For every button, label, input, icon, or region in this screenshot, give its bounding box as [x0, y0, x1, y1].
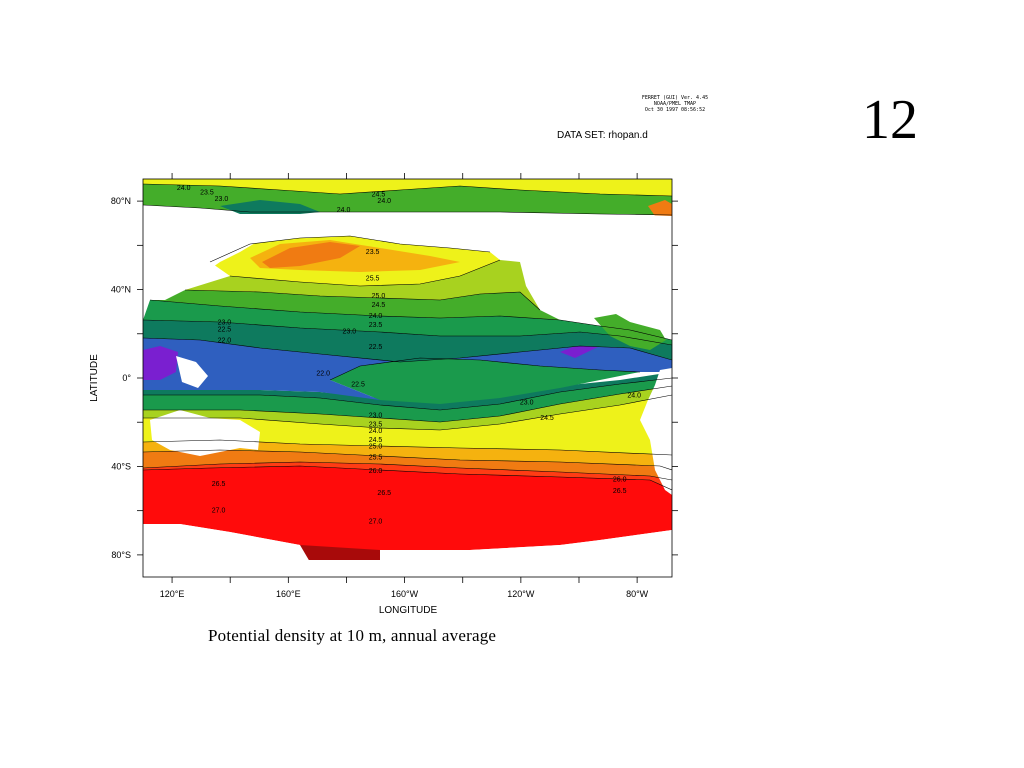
density-band-yellow-green-south — [143, 386, 672, 430]
contour-label: 22.0 — [316, 371, 330, 378]
ferret-stamp-line: NOAA/PMEL TMAP — [653, 101, 697, 107]
contour-label: 23.0 — [215, 196, 229, 203]
y-axis-title: LATITUDE — [89, 354, 100, 402]
contour-line — [143, 449, 672, 471]
contour-label: 24.0 — [177, 185, 191, 192]
contour-label: 24.0 — [369, 428, 383, 435]
contour-label: 26.5 — [377, 490, 391, 497]
land-antarctica — [143, 524, 672, 577]
contour-label: 27.0 — [369, 519, 383, 526]
contour-label: 25.0 — [369, 444, 383, 451]
contour-label: 24.0 — [377, 198, 391, 205]
density-band-orange-yellow — [143, 440, 672, 470]
contour-label: 23.5 — [366, 249, 380, 256]
density-band-red-orange — [143, 462, 672, 490]
density-band-blue — [143, 338, 672, 400]
contour-line — [229, 259, 501, 287]
slide-number: 12 — [862, 89, 918, 151]
contour-label: 24.0 — [369, 313, 383, 320]
land-australia — [150, 410, 260, 456]
contour-label: 23.0 — [369, 413, 383, 420]
contour-label: 22.5 — [369, 344, 383, 351]
contour-label: 22.5 — [218, 326, 232, 333]
axis-tick-labels: 120°E 160°E 160°W 120°W 80°W 80°N 40°N 0° 40°S 80… — [111, 196, 649, 599]
density-band-dark-green-north — [143, 320, 672, 362]
land-indonesia — [176, 356, 208, 388]
x-tick-label: 160°W — [391, 589, 419, 599]
contour-line — [329, 357, 641, 381]
density-band-arctic-yellow — [143, 179, 672, 196]
contour-label: 26.0 — [613, 477, 627, 484]
y-tick-label: 80°S — [111, 550, 131, 560]
density-band-gulf-orange — [648, 200, 672, 216]
contour-line — [143, 377, 672, 411]
contour-label: 25.0 — [372, 293, 386, 300]
x-axis-title: LONGITUDE — [379, 605, 438, 616]
contour-line — [143, 439, 672, 456]
x-tick-label: 160°E — [276, 589, 301, 599]
y-tick-label: 80°N — [111, 196, 131, 206]
contour-label: 24.0 — [627, 393, 641, 400]
y-tick-label: 0° — [122, 373, 131, 383]
contour-label: 26.0 — [369, 468, 383, 475]
contour-line — [149, 299, 672, 341]
x-tick-label: 120°W — [507, 589, 535, 599]
contour-label: 22.5 — [351, 382, 365, 389]
ferret-stamp-line: FERRET (GUI) Ver. 4.45 — [641, 95, 709, 101]
contour-label: 23.5 — [200, 189, 214, 196]
contour-label: 24.0 — [337, 207, 351, 214]
contour-label: 26.5 — [212, 481, 226, 488]
y-tick-label: 40°N — [111, 285, 131, 295]
x-tick-label: 80°W — [626, 589, 649, 599]
contour-label: 23.0 — [520, 399, 534, 406]
contour-line — [209, 235, 491, 263]
contour-line — [143, 319, 672, 346]
contour-label: 23.5 — [369, 421, 383, 428]
contour-line — [143, 465, 672, 491]
contour-label: 24.5 — [369, 437, 383, 444]
y-tick-label: 40°S — [111, 461, 131, 471]
contour-line — [143, 385, 672, 423]
contour-label: 23.0 — [218, 320, 232, 327]
contour-line — [143, 394, 672, 431]
density-band-green — [143, 378, 672, 422]
ferret-stamp-line: Oct 30 1997 08:56:52 — [644, 107, 706, 113]
contour-label: 22.0 — [218, 337, 232, 344]
density-band-equatorial-green — [330, 358, 640, 404]
contour-label: 26.5 — [613, 488, 627, 495]
density-band-orange — [143, 450, 672, 480]
contour-label-layer: 24.023.523.024.524.024.023.525.525.024.5… — [177, 185, 641, 526]
contour-line — [184, 289, 541, 311]
density-band-purple-west — [143, 346, 178, 380]
contour-line — [143, 183, 672, 197]
ferret-stamp: FERRET (GUI) Ver. 4.45 NOAA/PMEL TMAP Oc… — [620, 95, 730, 113]
contour-label: 25.5 — [366, 276, 380, 283]
land-south-america — [640, 368, 672, 495]
dataset-label: DATA SET: rhopan.d — [557, 130, 648, 141]
contour-label: 24.5 — [540, 415, 554, 422]
density-band-yellow-green-north — [185, 260, 540, 310]
contour-line — [143, 461, 672, 481]
contour-label: 25.5 — [369, 455, 383, 462]
x-tick-label: 120°E — [160, 589, 185, 599]
contour-label: 23.5 — [369, 322, 383, 329]
density-band-green-north — [143, 300, 672, 345]
figure-caption: Potential density at 10 m, annual averag… — [208, 626, 497, 645]
axis-ticks — [137, 173, 678, 583]
density-band-red — [143, 466, 672, 550]
contour-line — [143, 337, 672, 363]
contour-lines — [143, 183, 672, 491]
density-band-orange-north — [262, 242, 360, 268]
contour-label: 24.5 — [372, 191, 386, 198]
land-north-america — [400, 214, 672, 320]
density-band-yellow-south — [143, 395, 672, 455]
land-asia — [143, 214, 330, 310]
contour-label: 27.0 — [212, 508, 226, 515]
contour-label: 24.5 — [372, 302, 386, 309]
contour-line — [143, 204, 672, 216]
contour-label: 23.0 — [343, 329, 357, 336]
